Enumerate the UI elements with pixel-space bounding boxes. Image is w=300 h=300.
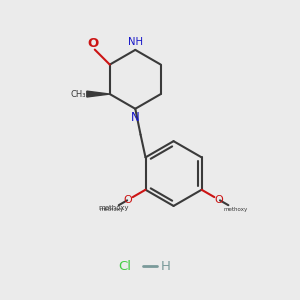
Text: methoxy: methoxy (224, 207, 248, 212)
Text: N: N (131, 110, 140, 124)
Text: methoxy: methoxy (100, 207, 124, 212)
Text: Cl: Cl (118, 260, 131, 273)
Text: O: O (88, 37, 99, 50)
Text: O: O (124, 195, 133, 205)
Text: CH₃: CH₃ (71, 90, 86, 99)
Text: NH: NH (128, 37, 143, 46)
Polygon shape (87, 91, 110, 97)
Text: O: O (214, 195, 223, 205)
Text: methoxy: methoxy (98, 205, 129, 211)
Text: H: H (160, 260, 170, 273)
